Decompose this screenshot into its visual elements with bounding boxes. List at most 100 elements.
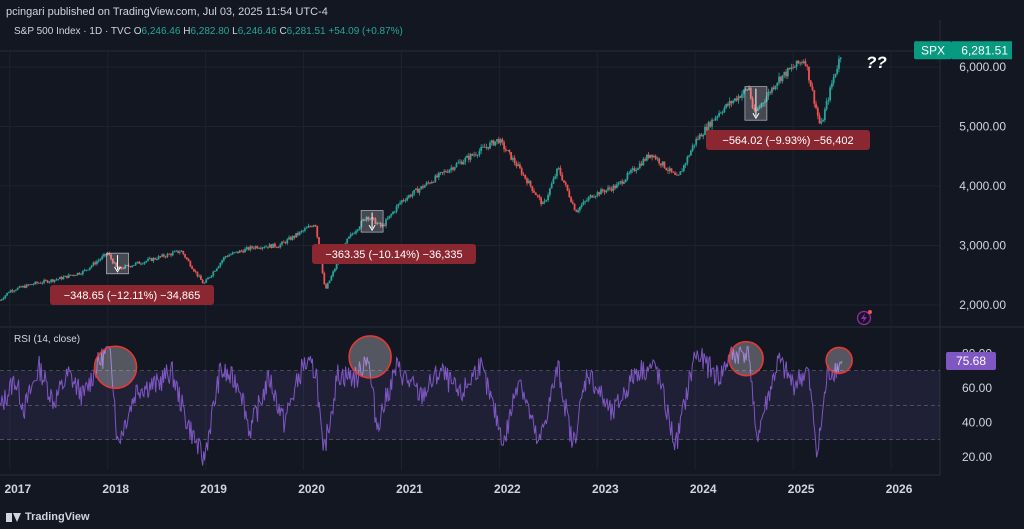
candle-body <box>129 266 132 268</box>
candle-body <box>482 146 484 148</box>
candle-body <box>487 146 490 149</box>
candle-body <box>656 158 659 160</box>
candle-body <box>73 274 75 276</box>
candle-body <box>501 139 504 143</box>
candle-body <box>504 149 507 151</box>
candle-body <box>22 285 24 288</box>
candle-body <box>314 225 317 226</box>
candle-body <box>233 252 236 254</box>
candle-body <box>515 163 518 167</box>
candle-body <box>288 237 290 240</box>
candle-body <box>14 289 17 291</box>
measure-label-box[interactable] <box>312 244 476 264</box>
drawdown-annotations[interactable]: −348.65 (−12.11%) −34,865 −363.35 (−10.14… <box>50 86 870 305</box>
rsi-legend[interactable]: RSI (14, close) <box>14 334 81 345</box>
candle-body <box>367 216 370 220</box>
high-value: 6,282.80 <box>190 26 230 37</box>
price-tick-label: 4,000.00 <box>959 179 1006 193</box>
low-label: L <box>232 26 238 37</box>
candle-body <box>774 85 777 90</box>
candle-body <box>27 284 30 286</box>
candle-body <box>406 197 409 201</box>
candle-body <box>92 262 95 266</box>
measure-label-box[interactable] <box>706 130 870 150</box>
candle-body <box>321 262 324 274</box>
measure-arrow-head <box>114 266 121 273</box>
candle-body <box>106 253 109 255</box>
candle-body <box>577 210 579 213</box>
candle-body <box>76 272 79 276</box>
candle-body <box>452 167 454 170</box>
tradingview-footer[interactable]: TradingView <box>6 511 90 523</box>
candle-body <box>473 154 476 156</box>
candle-body <box>349 234 352 237</box>
candle-body <box>39 282 42 284</box>
candle-body <box>80 274 82 275</box>
candle-body <box>318 237 320 251</box>
candle-body <box>668 168 671 171</box>
candle-body <box>383 225 386 226</box>
candle-body <box>184 254 186 258</box>
candle-body <box>480 146 483 152</box>
candle-body <box>131 265 134 267</box>
candle-body <box>291 235 294 240</box>
candle-body <box>284 241 287 244</box>
candle-body <box>596 192 599 196</box>
candle-body <box>268 244 271 248</box>
candle-body <box>325 284 327 289</box>
candle-body <box>126 265 128 266</box>
candle-body <box>134 262 137 265</box>
candle-body <box>450 167 453 170</box>
candle-body <box>455 163 458 168</box>
candle-body <box>148 258 151 259</box>
price-axis[interactable]: 6,000.00 5,000.00 4,000.00 3,000.00 2,000.00… <box>914 41 1012 312</box>
change-value: +54.09 (+0.87%) <box>328 26 403 37</box>
candle-body <box>793 66 796 68</box>
candle-body <box>25 284 28 288</box>
candle-body <box>378 222 380 224</box>
candle-body <box>298 231 301 235</box>
symbol-name[interactable]: S&P 500 Index · 1D · TVC <box>14 26 131 37</box>
candle-body <box>496 139 498 142</box>
candle-body <box>430 182 433 184</box>
candle-body <box>244 248 246 253</box>
candle-body <box>393 211 396 213</box>
candle-body <box>725 104 728 108</box>
candle-body <box>474 154 477 156</box>
rsi-last-tag[interactable] <box>946 351 996 370</box>
candle-body <box>251 246 253 248</box>
candle-body <box>732 100 735 104</box>
time-axis[interactable]: 2017 2018 2019 2020 2021 2022 2023 2024 2025 2026 <box>4 482 912 496</box>
rsi-highlight-circles <box>93 335 853 390</box>
measure-arrow-head <box>752 112 760 120</box>
candle-body <box>497 139 500 144</box>
candle-body <box>282 241 285 243</box>
candle-body <box>416 188 419 193</box>
candle-body <box>247 247 250 250</box>
price-tick-label: 5,000.00 <box>959 120 1006 134</box>
last-price-tag[interactable] <box>952 41 1012 60</box>
candle-body <box>568 190 571 198</box>
candle-body <box>760 103 763 107</box>
candle-body <box>704 126 706 135</box>
candle-body <box>296 233 299 235</box>
candle-body <box>20 286 23 288</box>
candle-body <box>50 279 53 282</box>
candle-body <box>381 225 384 227</box>
candle-body <box>448 169 451 173</box>
lightning-icon[interactable] <box>856 310 873 326</box>
candle-body <box>44 280 47 281</box>
candle-body <box>820 121 823 124</box>
candle-body <box>492 140 495 146</box>
candle-body <box>245 247 248 249</box>
candle-body <box>485 146 488 148</box>
symbol-legend[interactable]: S&P 500 Index · 1D · TVC O6,246.46 H6,28… <box>14 26 403 37</box>
symbol-tag[interactable] <box>914 41 952 60</box>
candle-body <box>37 282 40 284</box>
candle-body <box>238 250 241 253</box>
measure-label-box[interactable] <box>50 285 214 305</box>
candle-body <box>168 253 171 255</box>
candle-body <box>698 134 701 140</box>
